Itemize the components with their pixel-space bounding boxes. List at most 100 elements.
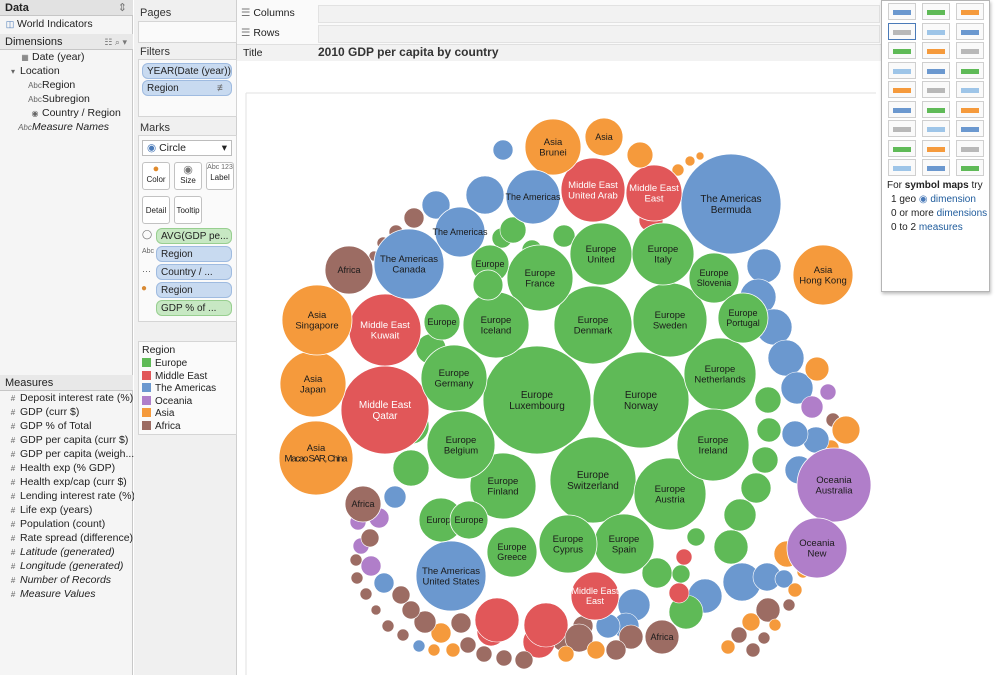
bubble[interactable] [538,514,598,574]
bubble[interactable] [676,408,750,482]
chart-type-tile[interactable] [922,120,950,137]
measure-item[interactable]: # Lending interest rate (%) [6,489,135,503]
chart-type-tile[interactable] [956,100,984,118]
bubble-small[interactable] [474,597,520,643]
bubble-small[interactable] [360,555,382,577]
bubble-small[interactable] [723,498,757,532]
columns-shelf[interactable] [318,5,880,23]
bubble-small[interactable] [586,640,606,660]
bubble-small[interactable] [427,643,441,657]
bubble[interactable] [524,118,582,176]
bubble[interactable] [786,517,848,579]
bubble-small[interactable] [445,642,461,658]
bubble-small[interactable] [383,485,407,509]
bubble[interactable] [324,245,374,295]
legend-item[interactable]: Asia [142,407,174,420]
bubble[interactable] [626,141,654,169]
bubble[interactable] [592,351,690,449]
bubble[interactable] [423,303,461,341]
detail-button[interactable]: Detail [142,196,170,224]
bubble[interactable] [831,415,861,445]
bubble-small[interactable] [746,248,782,284]
measure-item[interactable]: # Number of Records [6,573,111,587]
sheet-title[interactable]: 2010 GDP per capita by country [318,45,499,59]
dimension-item[interactable]: ▦ Date (year) [18,50,84,64]
chart-type-tile[interactable] [888,100,916,118]
bubble-small[interactable] [499,216,527,244]
pane-menu-icon[interactable]: ⇕ [117,2,127,14]
chart-type-tile[interactable] [888,159,916,176]
bubble[interactable] [804,356,830,382]
chart-type-tile[interactable] [888,3,916,20]
bubble-small[interactable] [745,642,761,658]
bubble-small[interactable] [396,628,410,642]
chart-type-tile[interactable] [956,139,984,157]
bubble-small[interactable] [391,585,411,605]
bubble-small[interactable] [641,557,673,589]
bubble-small[interactable] [552,224,576,248]
bubble[interactable] [469,452,537,520]
measure-item[interactable]: # Health exp (% GDP) [6,461,115,475]
bubble[interactable] [553,285,633,365]
bubble-small[interactable] [349,553,363,567]
bubble-small[interactable] [360,528,380,548]
bubble[interactable] [644,619,680,655]
bubble-small[interactable] [412,639,426,653]
bubble[interactable] [420,344,488,412]
chart-type-tile[interactable] [956,159,984,176]
marks-pill-region-label[interactable]: Region [156,246,232,262]
bubble-small[interactable] [774,569,794,589]
chart-type-tile[interactable] [922,81,950,98]
chart-type-tile[interactable] [956,81,984,98]
bubble-small[interactable] [413,610,437,634]
bubble[interactable] [486,526,538,578]
bubble-small[interactable] [800,395,824,419]
chart-type-tile[interactable] [956,120,984,137]
bubble[interactable] [472,269,504,301]
chart-type-tile[interactable] [888,22,916,40]
bubble-small[interactable] [370,604,382,616]
measure-item[interactable]: # Life exp (years) [6,503,93,517]
bubble-small[interactable] [787,582,803,598]
dimension-item[interactable]: AbcRegion [28,79,76,91]
bubble-small[interactable] [741,612,761,632]
bubble[interactable] [796,447,872,523]
filter-pill-year[interactable]: YEAR(Date (year)): ... [142,63,232,79]
marks-pill-region-color[interactable]: Region [156,282,232,298]
measure-item[interactable]: # GDP per capita (weigh... [6,447,134,461]
dimensions-toolbar-icons[interactable]: ☷ ⌕ ▾ [104,37,127,47]
bubble-small[interactable] [450,612,472,634]
bubble-small[interactable] [668,582,690,604]
chart-type-tile[interactable] [922,22,950,40]
bubble-small[interactable] [675,548,693,566]
bubble-small[interactable] [618,624,644,650]
bubble-small[interactable] [720,639,736,655]
bubble[interactable] [281,284,353,356]
bubble-small[interactable] [421,190,451,220]
bubble-small[interactable] [381,619,395,633]
label-button[interactable]: Abc 123 Label [206,162,234,190]
bubble[interactable] [373,228,445,300]
bubble-small[interactable] [557,645,575,663]
bubble-small[interactable] [780,371,814,405]
bubble[interactable] [633,457,707,531]
chart-type-tile[interactable] [922,100,950,118]
chart-type-tile[interactable] [956,42,984,59]
bubble-small[interactable] [514,650,534,670]
bubble[interactable] [792,244,854,306]
measure-item[interactable]: # Population (count) [6,517,105,531]
measure-item[interactable]: # Rate spread (difference) [6,531,133,545]
bubble-small[interactable] [359,587,373,601]
bubble[interactable] [680,153,782,255]
bubble[interactable] [584,117,624,157]
bubble-small[interactable] [430,622,452,644]
bubble-small[interactable] [373,572,395,594]
bubble[interactable] [278,420,354,496]
bubble-small[interactable] [684,155,696,167]
bubble[interactable] [560,157,626,223]
mark-type-select[interactable]: ◉ Circle ▾ [142,140,232,156]
bubble-small[interactable] [350,571,364,585]
tooltip-button[interactable]: Tooltip [174,196,202,224]
chart-type-tile[interactable] [888,42,916,59]
bubble-small[interactable] [686,527,706,547]
